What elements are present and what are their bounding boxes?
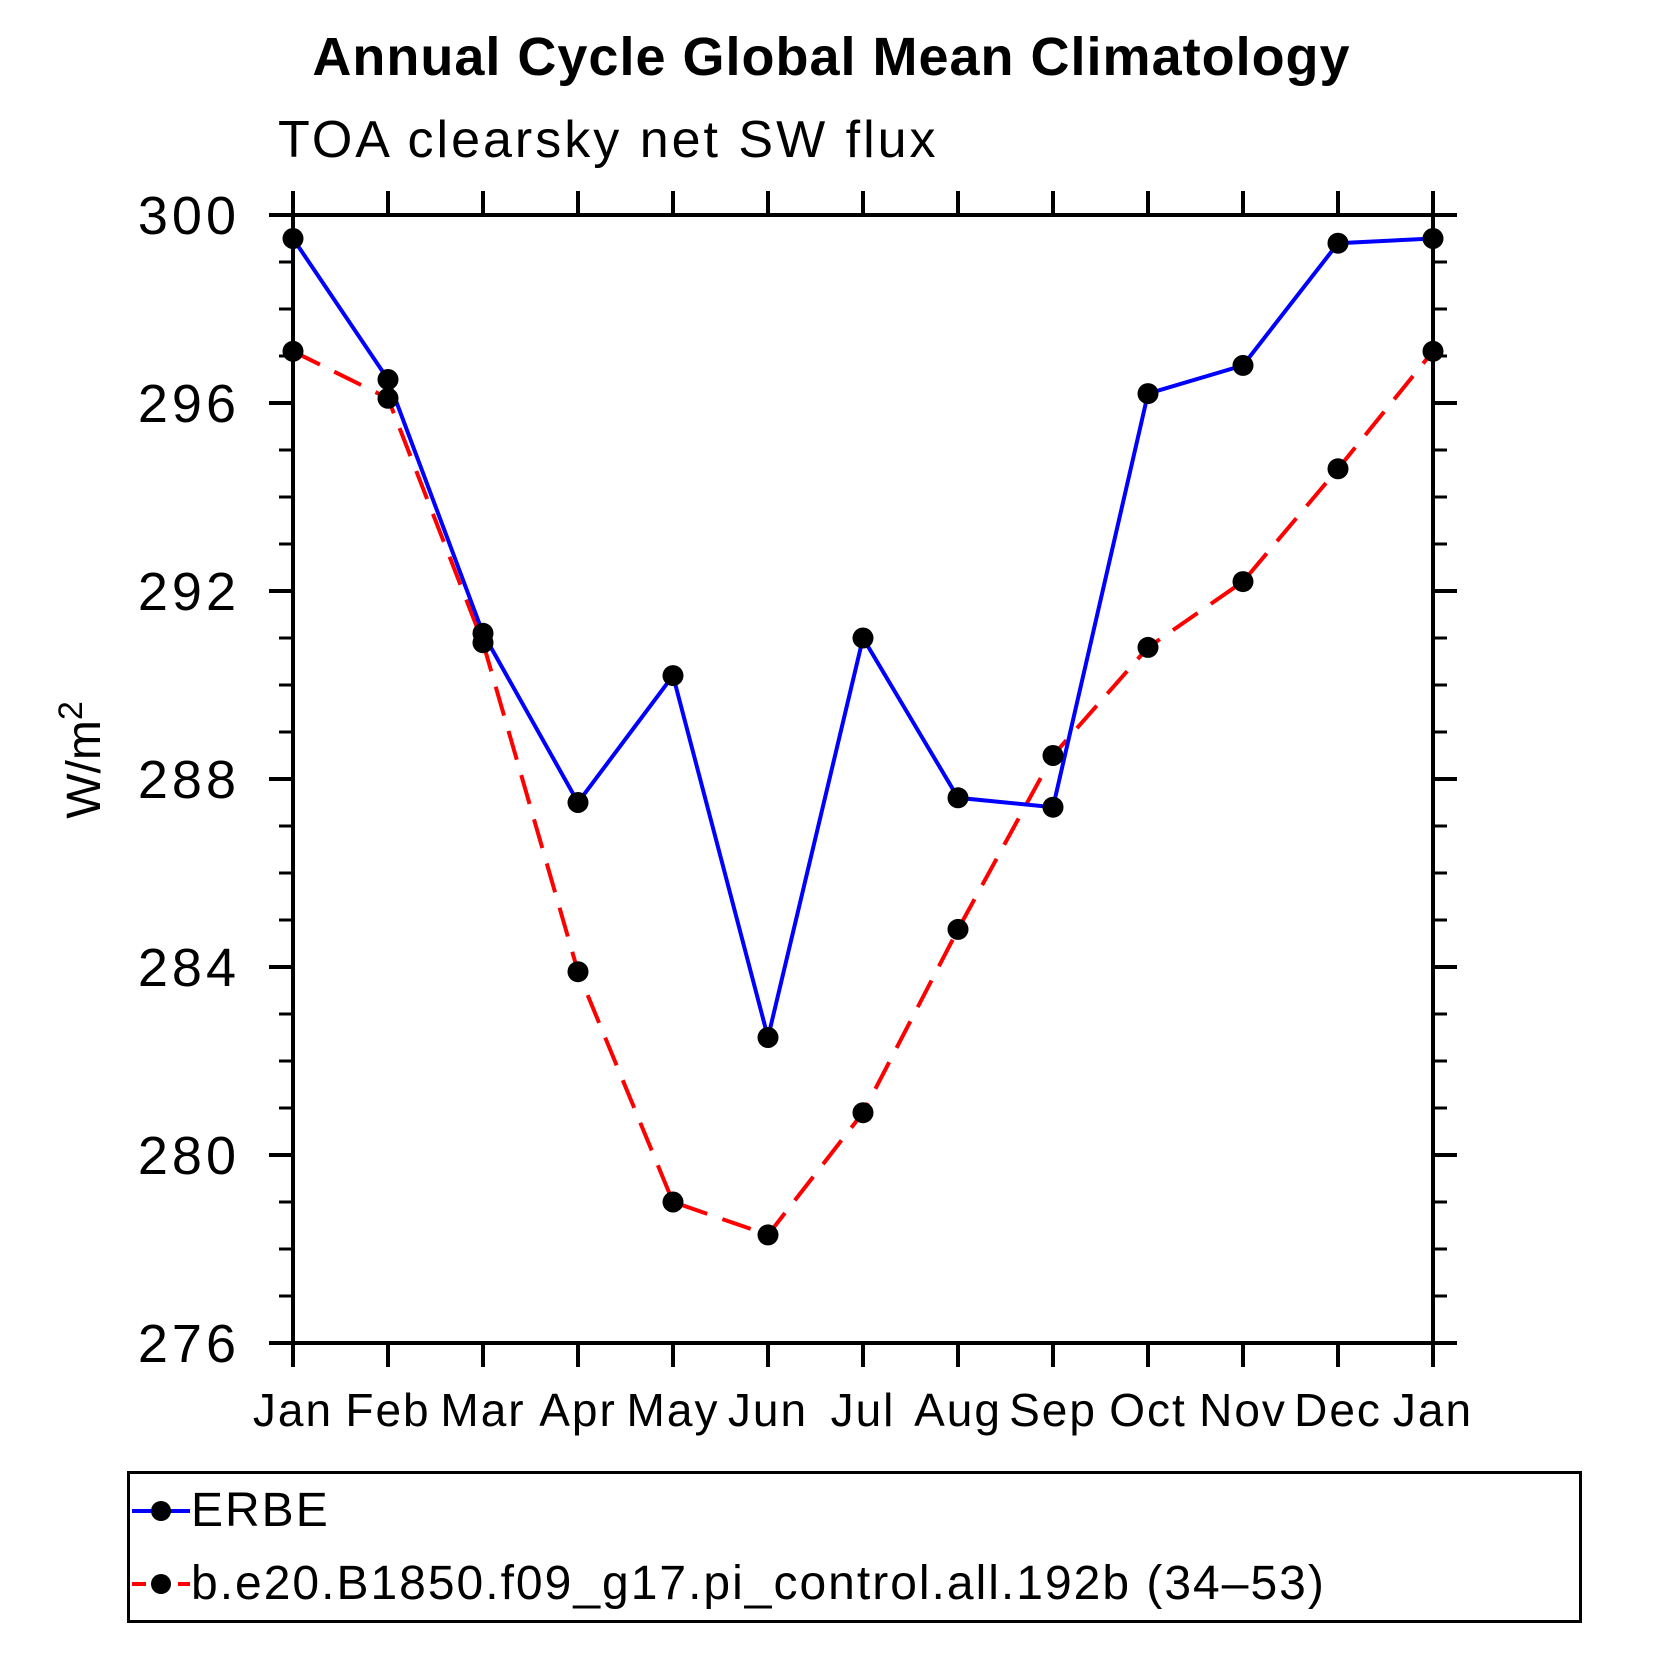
y-tick-label: 284 bbox=[138, 938, 240, 998]
x-tick-label: Jul bbox=[831, 1384, 896, 1436]
y-axis-title: W/m2 bbox=[52, 701, 111, 819]
legend-entry-erbe: ERBE bbox=[130, 1474, 1579, 1547]
data-point-marker bbox=[1327, 458, 1349, 480]
x-tick-label: Mar bbox=[440, 1384, 525, 1436]
y-tick-label: 280 bbox=[138, 1126, 240, 1186]
axis-ticks bbox=[269, 191, 1457, 1367]
data-point-marker bbox=[1422, 228, 1444, 249]
data-point-marker bbox=[567, 792, 589, 813]
data-point-marker bbox=[947, 918, 969, 940]
data-point-marker bbox=[282, 228, 304, 249]
model-sample-marker bbox=[151, 1573, 171, 1594]
data-point-marker bbox=[1137, 636, 1159, 658]
axis-tick-labels: Jan Feb Mar Apr May Jun Jul Aug Sep Oct Nov Dec Jan2… bbox=[138, 186, 1473, 1436]
legend-entry-model: b.e20.B1850.f09_g17.pi_control.all.192b … bbox=[130, 1547, 1579, 1620]
x-tick-label: Nov bbox=[1199, 1384, 1287, 1436]
x-tick-label: Apr bbox=[539, 1384, 617, 1436]
y-tick-label: 292 bbox=[138, 562, 240, 622]
data-point-marker bbox=[852, 627, 874, 649]
data-point-marker bbox=[1042, 745, 1064, 766]
plot-frame-rect bbox=[291, 213, 1435, 1345]
erbe-line-sample-icon bbox=[132, 1500, 190, 1521]
data-point-marker bbox=[1232, 354, 1254, 376]
data-point-marker bbox=[1042, 796, 1064, 818]
legend: ERBE b.e20.B1850.f09_g17.pi_control.all.… bbox=[127, 1471, 1582, 1623]
data-point-marker bbox=[567, 961, 589, 983]
x-tick-label: Oct bbox=[1109, 1384, 1187, 1436]
x-tick-label: Feb bbox=[345, 1384, 430, 1436]
plot-frame bbox=[291, 213, 1435, 1345]
x-tick-label: May bbox=[627, 1384, 720, 1436]
data-point-marker bbox=[377, 387, 399, 409]
data-series bbox=[291, 236, 1435, 1238]
x-tick-label: Sep bbox=[1009, 1384, 1097, 1436]
y-tick-label: 296 bbox=[138, 374, 240, 434]
erbe-sample-marker bbox=[151, 1500, 171, 1521]
data-point-marker bbox=[1232, 571, 1254, 593]
model-line-sample-icon bbox=[132, 1573, 190, 1594]
chart-title: Annual Cycle Global Mean Climatology bbox=[312, 27, 1351, 87]
legend-label-erbe: ERBE bbox=[191, 1483, 330, 1537]
data-point-marker bbox=[282, 340, 304, 362]
data-point-marker bbox=[757, 1027, 779, 1048]
data-markers bbox=[282, 228, 1444, 1246]
data-point-marker bbox=[947, 787, 969, 809]
data-point-marker bbox=[472, 632, 494, 654]
data-point-marker bbox=[757, 1224, 779, 1246]
data-point-marker bbox=[662, 1191, 684, 1213]
x-tick-label: Jun bbox=[728, 1384, 808, 1436]
legend-label-model: b.e20.B1850.f09_g17.pi_control.all.192b … bbox=[191, 1556, 1326, 1610]
chart-subtitle: TOA clearsky net SW flux bbox=[278, 111, 939, 169]
data-point-marker bbox=[377, 369, 399, 390]
x-tick-label: Jan bbox=[253, 1384, 333, 1436]
data-point-marker bbox=[1422, 340, 1444, 362]
data-point-marker bbox=[852, 1102, 874, 1124]
x-tick-label: Dec bbox=[1294, 1384, 1382, 1436]
y-tick-label: 276 bbox=[138, 1314, 240, 1374]
data-point-marker bbox=[1327, 232, 1349, 254]
data-point-marker bbox=[662, 665, 684, 687]
data-point-marker bbox=[1137, 383, 1159, 405]
x-tick-label: Aug bbox=[914, 1384, 1002, 1436]
y-tick-label: 300 bbox=[138, 186, 240, 246]
x-tick-label: Jan bbox=[1393, 1384, 1473, 1436]
y-tick-label: 288 bbox=[138, 750, 240, 810]
